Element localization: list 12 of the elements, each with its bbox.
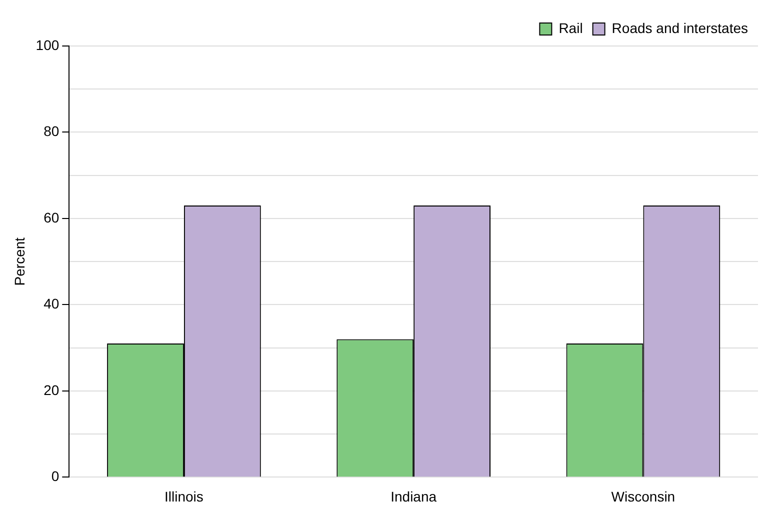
y-tick-label: 100 bbox=[36, 36, 60, 53]
x-tick-label: Indiana bbox=[390, 488, 437, 504]
x-tick-label: Illinois bbox=[164, 488, 204, 504]
y-tick-label: 40 bbox=[44, 296, 60, 312]
y-tick-label: 20 bbox=[44, 382, 60, 398]
x-tick-label: Wisconsin bbox=[611, 488, 676, 504]
legend-label: Roads and interstates bbox=[612, 20, 748, 36]
legend-label: Rail bbox=[558, 20, 583, 36]
y-tick-label: 0 bbox=[51, 468, 60, 484]
y-axis-title: Percent bbox=[11, 237, 28, 286]
y-tick-label: 80 bbox=[44, 123, 60, 140]
y-tick-label: 60 bbox=[44, 209, 60, 226]
